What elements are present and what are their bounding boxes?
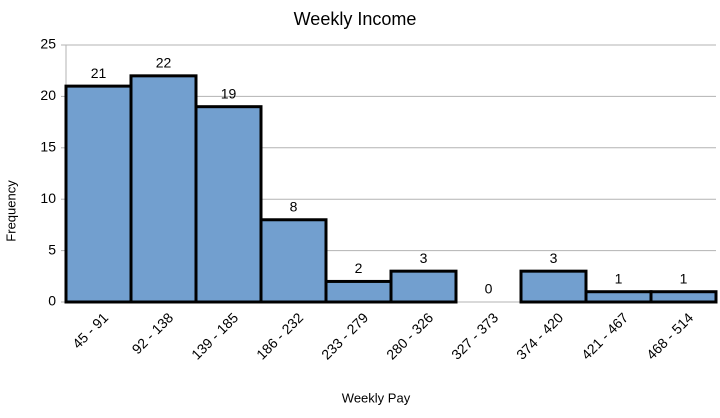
data-label: 3 — [550, 250, 558, 266]
y-tick-label: 25 — [40, 36, 56, 52]
y-tick-label: 0 — [48, 293, 56, 309]
data-label: 22 — [156, 55, 172, 71]
x-tick-label: 421 - 467 — [578, 309, 631, 362]
x-tick-label: 139 - 185 — [188, 309, 241, 362]
y-tick-label: 10 — [40, 190, 56, 206]
y-axis-title: Frequency — [3, 180, 18, 242]
x-tick-label: 92 - 138 — [129, 309, 177, 357]
data-label: 19 — [221, 85, 237, 101]
y-tick-label: 20 — [40, 87, 56, 103]
data-label: 21 — [91, 65, 107, 81]
x-tick-label: 468 - 514 — [643, 309, 696, 362]
bar — [584, 290, 653, 304]
y-tick-label: 15 — [40, 139, 56, 155]
chart-title: Weekly Income — [294, 9, 417, 29]
bar — [259, 218, 328, 304]
x-tick-label: 280 - 326 — [383, 309, 436, 362]
x-tick-label: 374 - 420 — [513, 309, 566, 362]
data-label: 3 — [420, 250, 428, 266]
data-label: 1 — [680, 270, 688, 286]
bar — [519, 269, 588, 304]
data-label: 8 — [290, 198, 298, 214]
bar — [389, 269, 458, 304]
x-tick-label: 45 - 91 — [69, 309, 111, 351]
data-label: 0 — [485, 281, 493, 297]
x-axis-title: Weekly Pay — [342, 390, 411, 405]
y-tick-label: 5 — [48, 241, 56, 257]
data-label: 1 — [615, 270, 623, 286]
bar — [64, 84, 133, 304]
bar — [649, 290, 718, 304]
bar — [129, 74, 198, 304]
data-label: 2 — [355, 260, 363, 276]
x-tick-label: 327 - 373 — [448, 309, 501, 362]
bar — [194, 105, 263, 304]
x-tick-label: 186 - 232 — [253, 309, 306, 362]
bar — [324, 279, 393, 304]
x-tick-label: 233 - 279 — [318, 309, 371, 362]
